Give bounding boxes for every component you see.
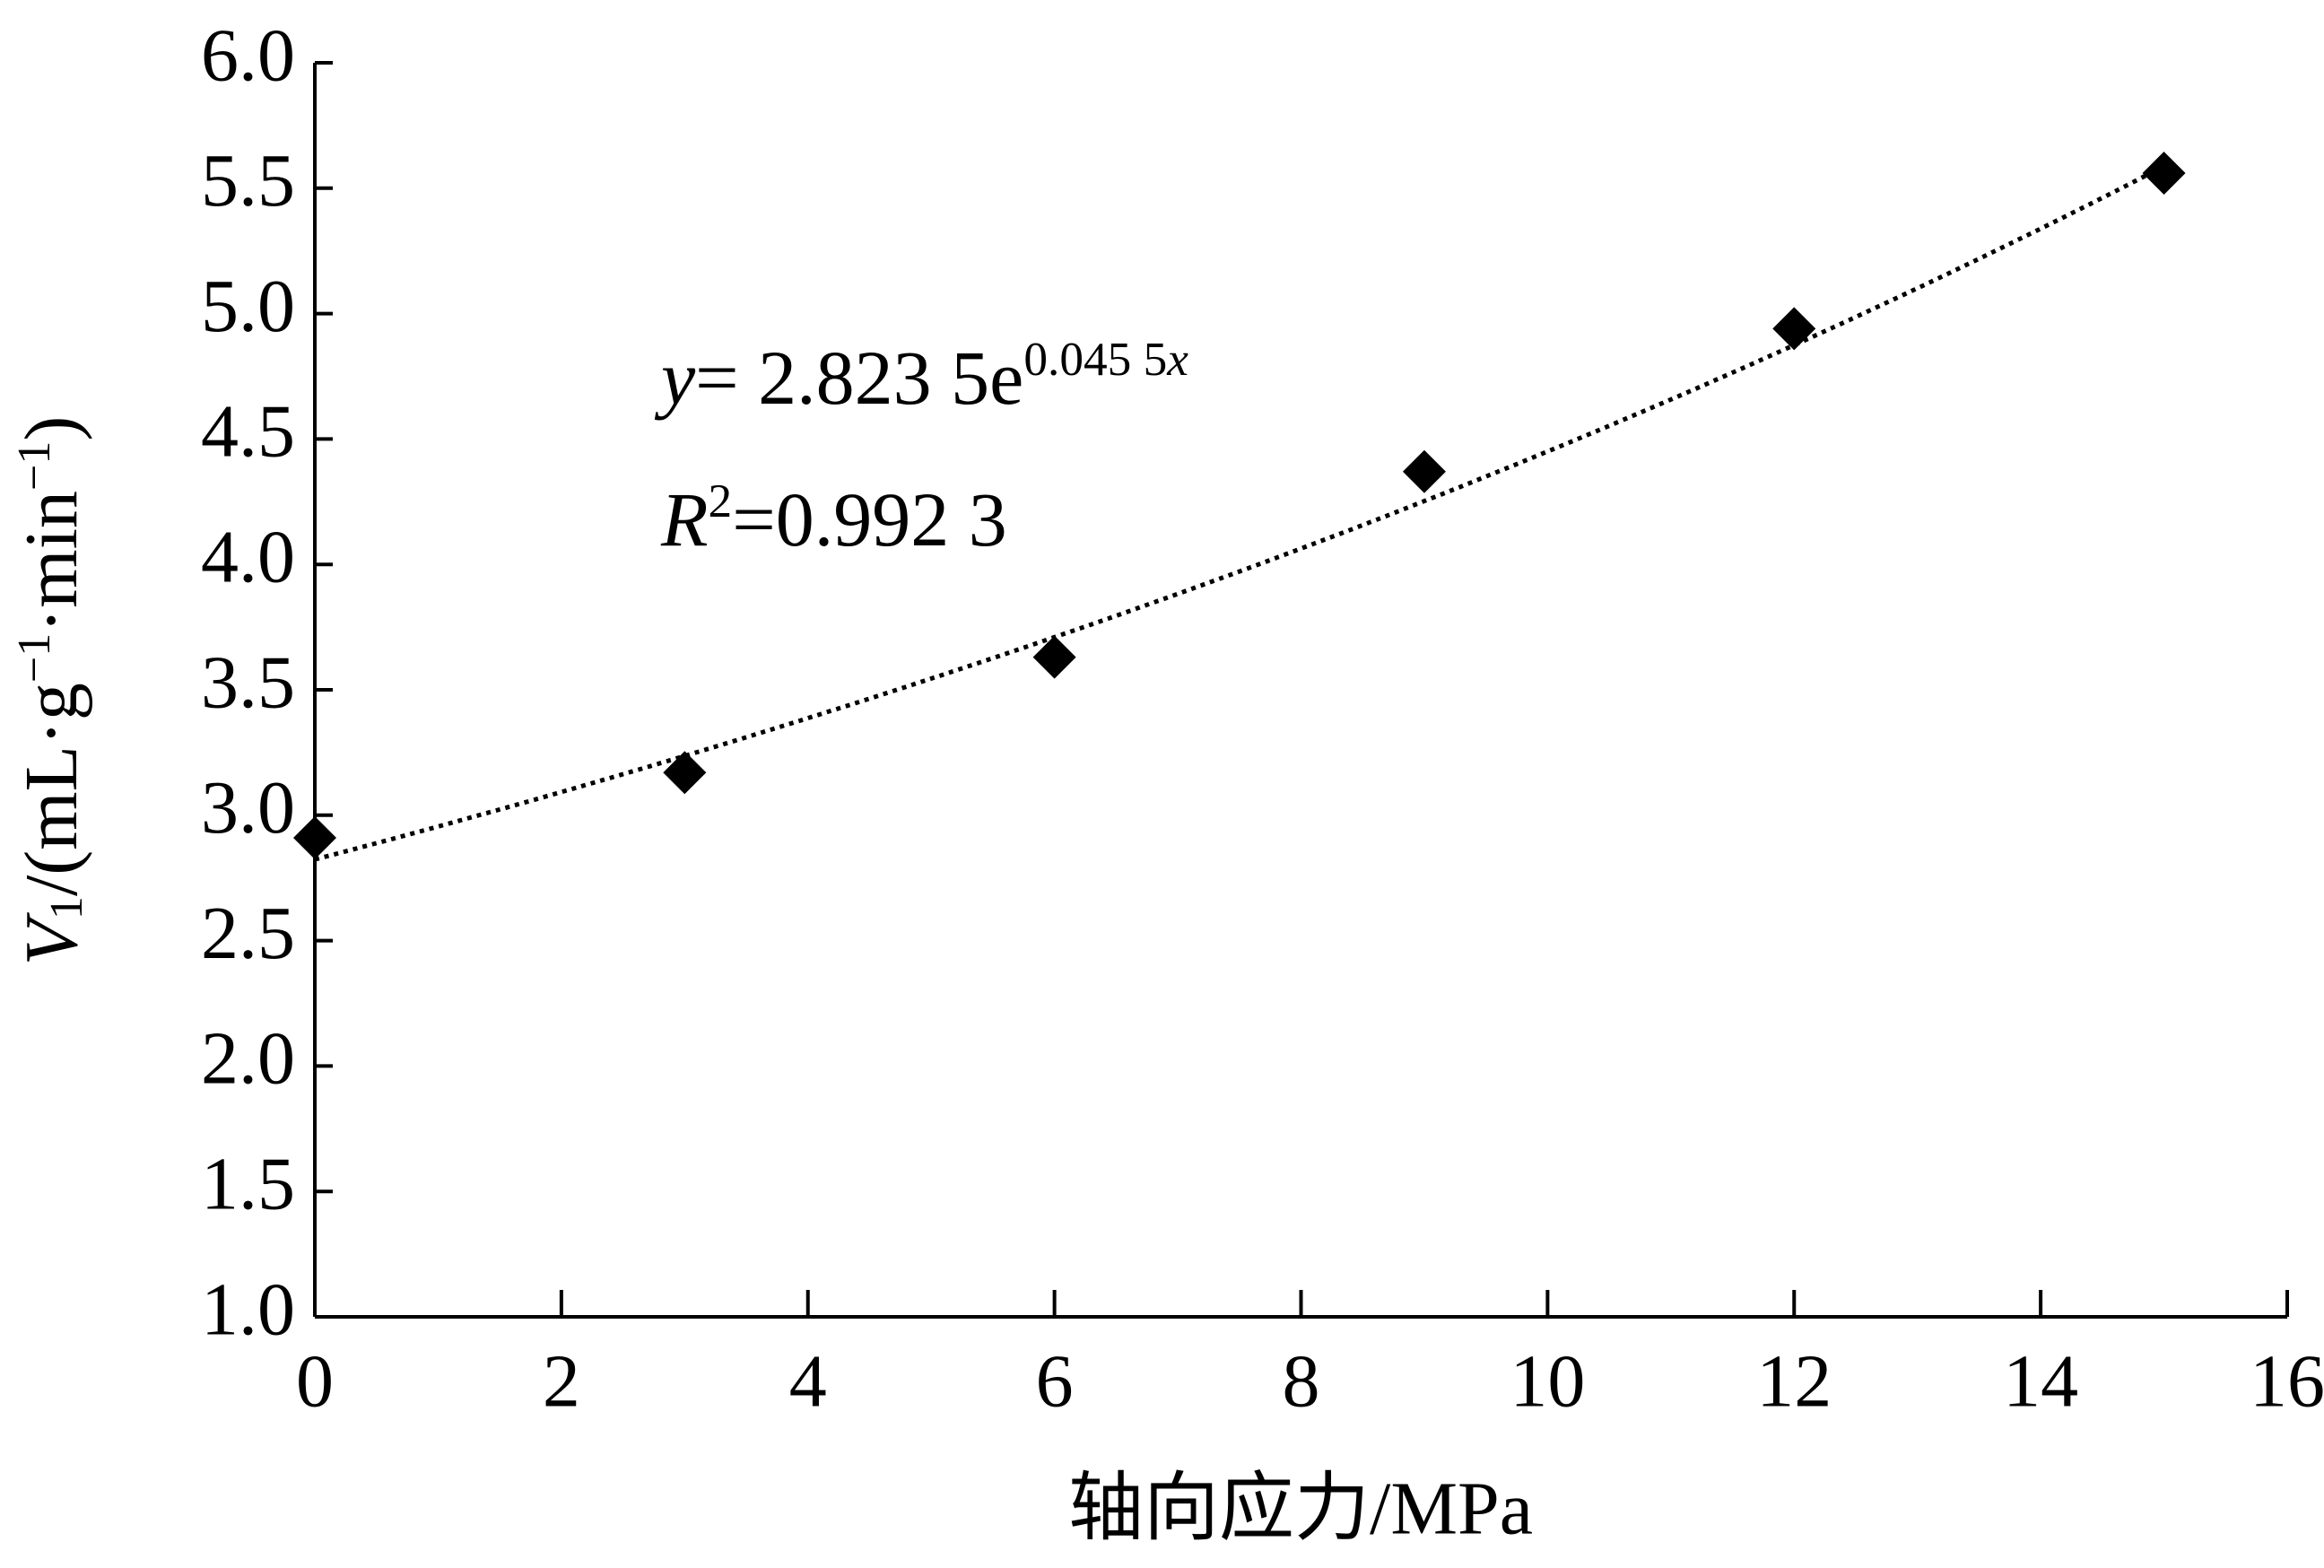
point [293, 815, 336, 859]
y-tick-label: 5.5 [201, 139, 295, 222]
y-tick-label: 4.0 [201, 515, 295, 598]
text-part: 1 [41, 896, 92, 919]
x-tick-label: 16 [2250, 1339, 2324, 1423]
point [1402, 449, 1446, 493]
text-part: −1 [9, 633, 60, 683]
annotation: R2=0.992 3 [660, 474, 1007, 562]
point [1032, 635, 1076, 679]
y-tick-label: 4.5 [201, 390, 295, 474]
x-axis-title: 轴向应力/MPa [1068, 1467, 1533, 1550]
text-part: x [1166, 332, 1188, 386]
y-tick-label: 6.0 [201, 13, 295, 97]
text-part: V [10, 911, 93, 965]
trendline [314, 164, 2165, 862]
y-tick-label: 3.0 [201, 766, 295, 849]
x-tick-label: 10 [1510, 1339, 1585, 1423]
y-axis-title: V1/(mL·g−1·min−1) [9, 416, 94, 966]
x-tick-label: 14 [2003, 1339, 2078, 1423]
point [663, 751, 707, 795]
text-part: =0.992 3 [732, 476, 1007, 562]
y-tick-label: 5.0 [201, 265, 295, 348]
text-part: /(mL·g [10, 683, 93, 896]
text-part: = 2.823 5e [695, 335, 1023, 421]
text-part: 0.045 5 [1023, 332, 1167, 386]
y-tick-label: 3.5 [201, 640, 295, 724]
text-part: y [654, 335, 696, 421]
x-tick-label: 2 [543, 1339, 580, 1423]
x-tick-label: 12 [1756, 1339, 1832, 1423]
text-part: −1 [9, 441, 60, 491]
x-tick-label: 8 [1283, 1339, 1320, 1423]
x-tick-label: 6 [1036, 1339, 1074, 1423]
y-tick-label: 2.5 [201, 892, 295, 975]
text-part: 2 [709, 474, 733, 527]
annotation: y= 2.823 5e0.045 5x [654, 332, 1188, 420]
point [2142, 152, 2186, 196]
y-tick-label: 2.0 [201, 1017, 295, 1101]
x-tick-label: 4 [789, 1339, 827, 1423]
text-part: R [660, 476, 709, 562]
text-part: ·min [10, 491, 93, 633]
point [1772, 307, 1816, 351]
y-tick-label: 1.5 [201, 1142, 295, 1225]
y-tick-label: 1.0 [201, 1267, 295, 1351]
text-part: ) [10, 416, 93, 441]
x-tick-label: 0 [296, 1339, 334, 1423]
